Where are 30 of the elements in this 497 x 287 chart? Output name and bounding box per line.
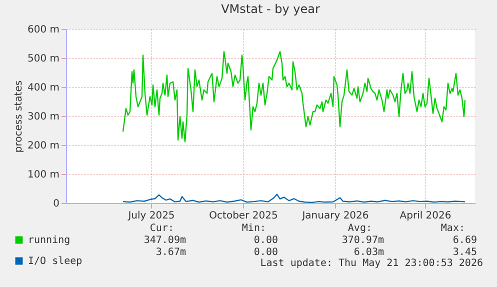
y-tick-label: 600 m (27, 24, 60, 36)
text: 370.97m (342, 235, 384, 246)
text: Max: (440, 223, 465, 234)
text: 0.00 (254, 247, 278, 258)
text: Min: (242, 223, 266, 234)
text: Cur: (150, 223, 174, 234)
text: 3.45 (452, 247, 477, 258)
text: 0.00 (254, 235, 278, 246)
x-tick-label: April 2026 (400, 210, 452, 222)
line-series (122, 194, 466, 204)
chart-title: VMstat - by year (221, 2, 320, 16)
x-tick-label: October 2025 (209, 210, 278, 222)
y-tick-label: 300 m (27, 112, 60, 122)
text: Last update: Thu May 21 23:00:53 2026 (260, 258, 483, 269)
text: 347.09m (144, 235, 186, 246)
y-tick-label: 500 m (27, 54, 60, 64)
x-tick-label: January 2026 (301, 210, 369, 222)
text: 3.67m (156, 247, 186, 258)
y-tick-label: 200 m (27, 140, 60, 152)
y-tick-label: 400 m (27, 82, 60, 94)
y-tick-label: 100 m (27, 170, 60, 180)
legend-label: I/O sleep (28, 256, 82, 267)
text: Avg: (348, 223, 372, 234)
y-tick-label: 0 (53, 198, 60, 210)
text: 6.03m (354, 247, 384, 258)
x-tick-label: July 2025 (127, 210, 175, 222)
line-series (122, 51, 466, 142)
legend-label: running (28, 235, 70, 246)
y-axis-title: process states (13, 80, 24, 153)
text: 6.69 (452, 235, 477, 246)
